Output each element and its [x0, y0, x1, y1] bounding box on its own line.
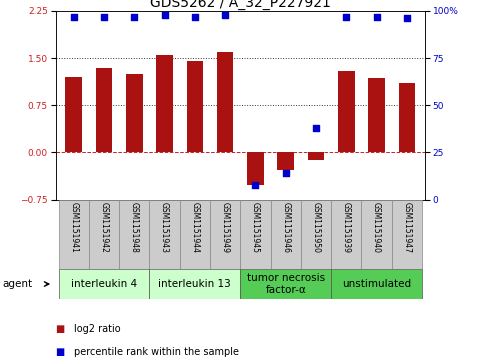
Bar	[210, 200, 241, 269]
Title: GDS5262 / A_32_P227921: GDS5262 / A_32_P227921	[150, 0, 331, 10]
Bar	[119, 200, 149, 269]
Point	[403, 16, 411, 21]
Bar	[126, 74, 142, 152]
Bar	[217, 52, 233, 152]
Bar	[361, 200, 392, 269]
Text: GSM1151940: GSM1151940	[372, 203, 381, 253]
Text: GSM1151947: GSM1151947	[402, 203, 412, 253]
Point	[161, 12, 169, 17]
Bar	[277, 152, 294, 170]
Bar	[247, 152, 264, 185]
Bar	[149, 269, 241, 299]
Text: GSM1151948: GSM1151948	[130, 203, 139, 253]
Bar	[368, 78, 385, 152]
Text: ■: ■	[56, 323, 68, 334]
Text: agent: agent	[2, 279, 32, 289]
Bar	[331, 200, 361, 269]
Bar	[180, 200, 210, 269]
Text: GSM1151944: GSM1151944	[190, 203, 199, 253]
Bar	[308, 152, 325, 160]
Bar	[149, 200, 180, 269]
Text: percentile rank within the sample: percentile rank within the sample	[74, 347, 239, 357]
Text: tumor necrosis
factor-α: tumor necrosis factor-α	[247, 273, 325, 295]
Text: GSM1151939: GSM1151939	[342, 203, 351, 253]
Point	[342, 14, 350, 20]
Bar	[398, 83, 415, 152]
Bar	[241, 200, 270, 269]
Text: GSM1151950: GSM1151950	[312, 203, 321, 253]
Bar	[270, 200, 301, 269]
Point	[191, 14, 199, 20]
Bar	[338, 71, 355, 152]
Bar	[241, 269, 331, 299]
Point	[130, 14, 138, 20]
Bar	[58, 269, 149, 299]
Text: GSM1151942: GSM1151942	[99, 203, 109, 253]
Text: interleukin 13: interleukin 13	[158, 279, 231, 289]
Text: GSM1151945: GSM1151945	[251, 203, 260, 253]
Point	[252, 182, 259, 187]
Point	[373, 14, 381, 20]
Bar	[331, 269, 422, 299]
Point	[312, 125, 320, 131]
Bar	[96, 68, 113, 152]
Bar	[58, 200, 89, 269]
Text: GSM1151943: GSM1151943	[160, 203, 169, 253]
Point	[100, 14, 108, 20]
Bar	[392, 200, 422, 269]
Text: ■: ■	[56, 347, 68, 357]
Text: GSM1151949: GSM1151949	[221, 203, 229, 253]
Text: GSM1151941: GSM1151941	[69, 203, 78, 253]
Bar	[89, 200, 119, 269]
Text: interleukin 4: interleukin 4	[71, 279, 137, 289]
Point	[282, 170, 290, 176]
Point	[70, 14, 78, 20]
Point	[221, 12, 229, 17]
Text: unstimulated: unstimulated	[342, 279, 411, 289]
Bar	[301, 200, 331, 269]
Text: log2 ratio: log2 ratio	[74, 323, 121, 334]
Text: GSM1151946: GSM1151946	[281, 203, 290, 253]
Bar	[65, 77, 82, 152]
Bar	[156, 55, 173, 152]
Bar	[186, 61, 203, 152]
